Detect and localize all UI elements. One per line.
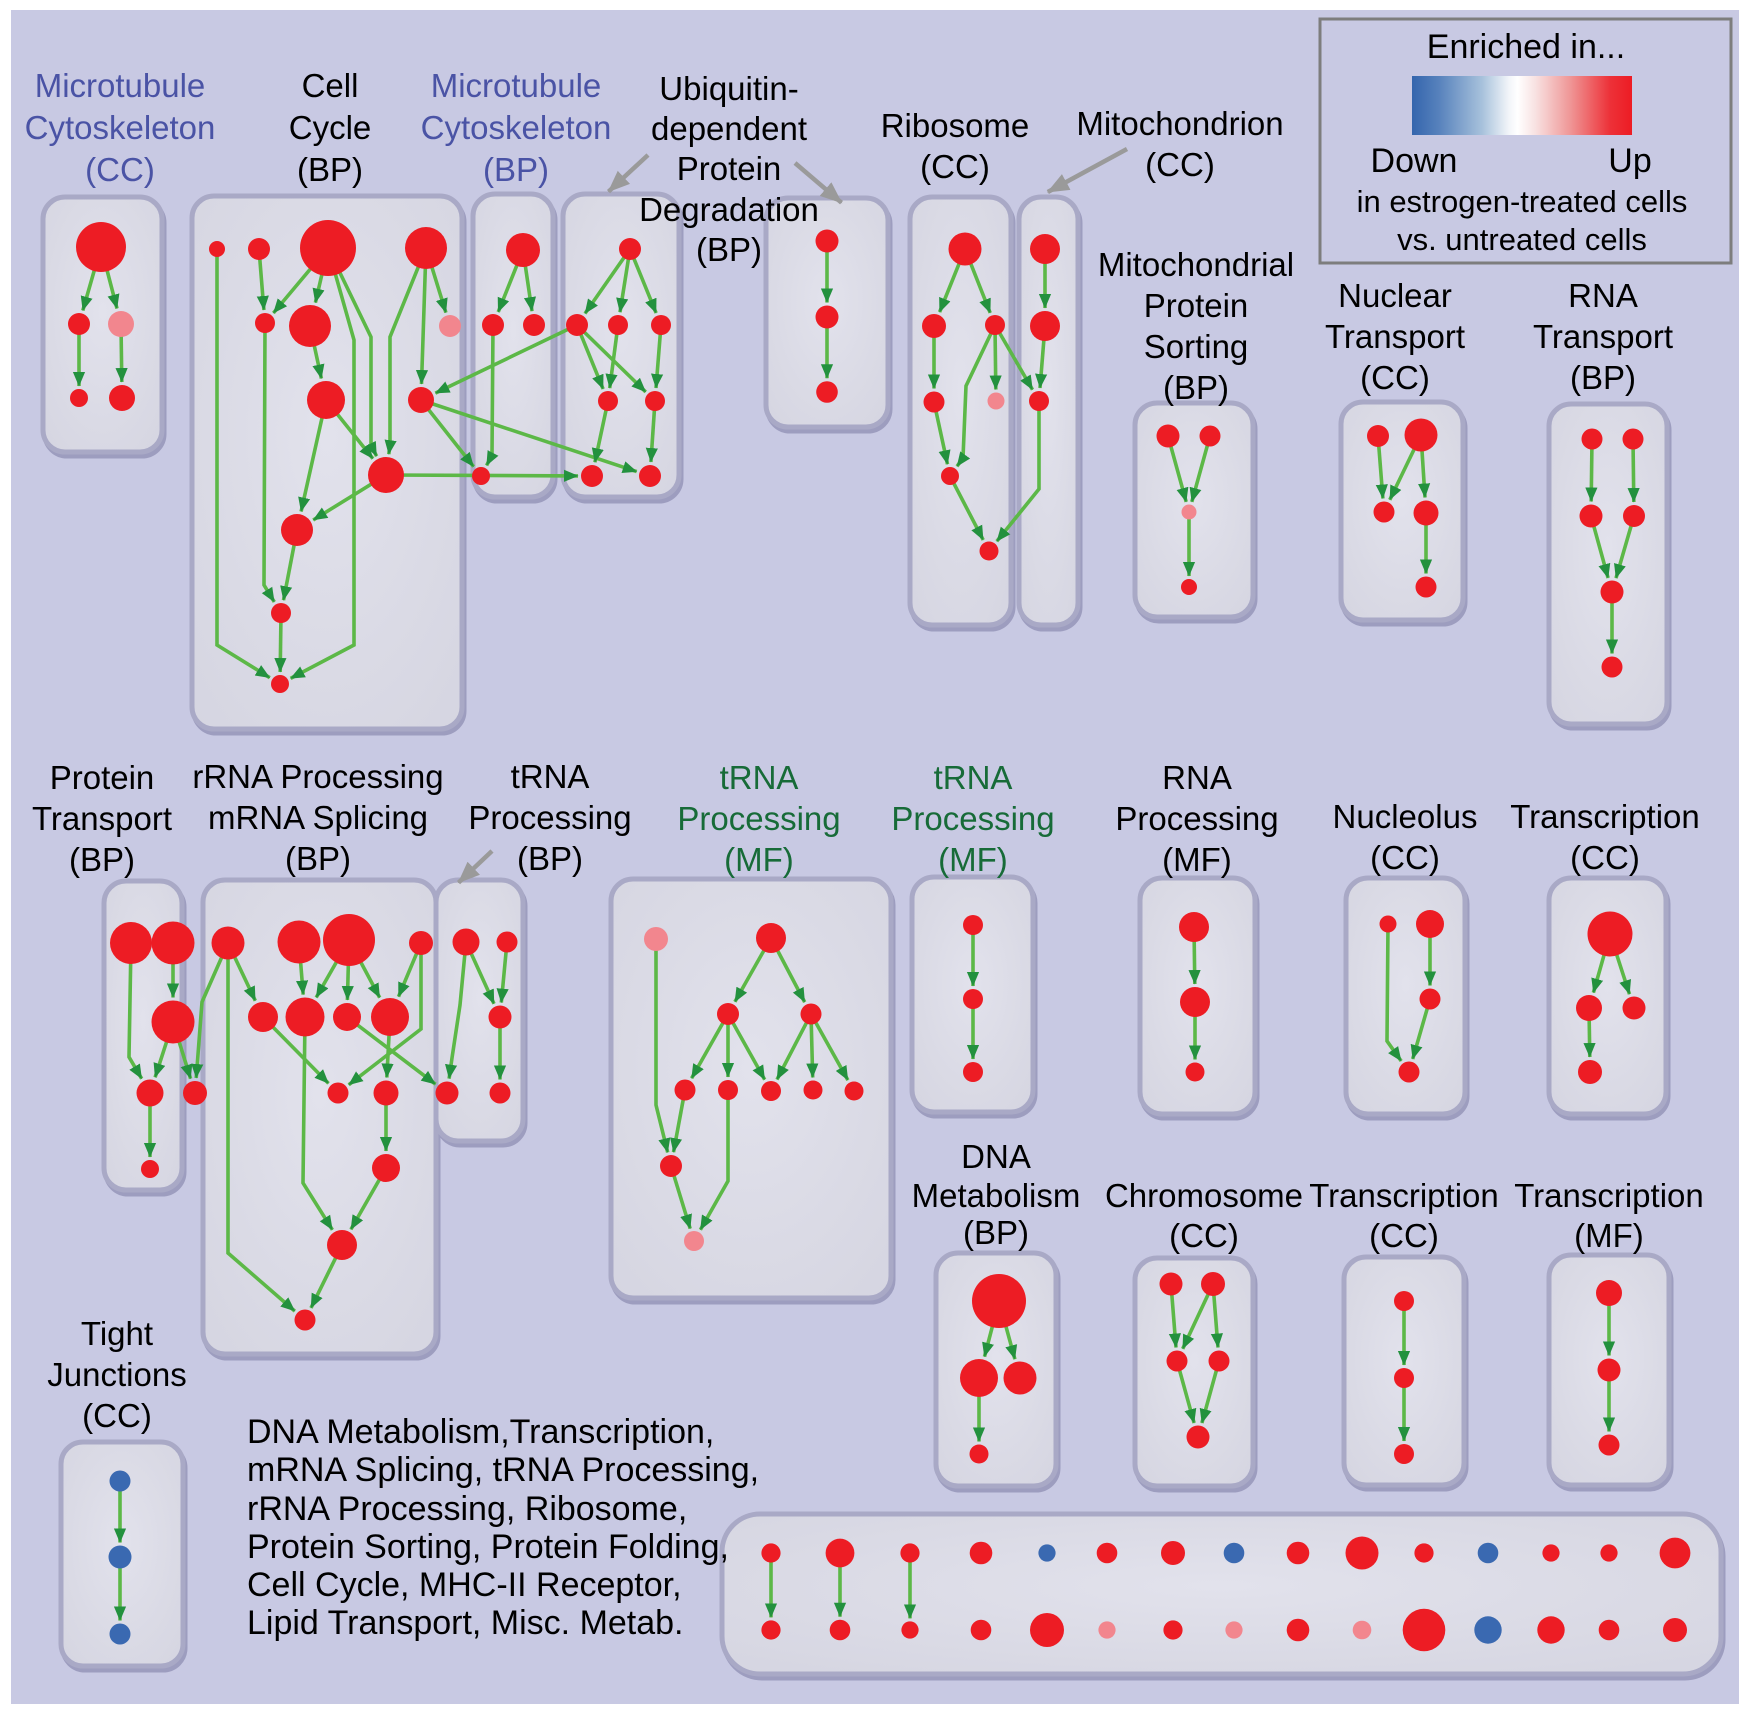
svg-text:(BP): (BP) — [696, 231, 762, 268]
svg-text:(CC): (CC) — [1169, 1217, 1239, 1254]
svg-text:Microtubule: Microtubule — [431, 67, 602, 104]
svg-text:(BP): (BP) — [69, 841, 135, 878]
svg-text:(MF): (MF) — [1574, 1217, 1644, 1254]
svg-text:Nuclear: Nuclear — [1338, 277, 1452, 314]
svg-text:tRNA: tRNA — [934, 759, 1013, 796]
svg-text:tRNA: tRNA — [720, 759, 799, 796]
svg-text:Protein: Protein — [677, 150, 782, 187]
svg-text:(BP): (BP) — [963, 1214, 1029, 1251]
svg-text:Enriched in...: Enriched in... — [1427, 28, 1625, 66]
svg-text:Processing: Processing — [468, 799, 631, 836]
svg-text:Metabolism: Metabolism — [912, 1177, 1081, 1214]
svg-text:in estrogen-treated cells: in estrogen-treated cells — [1357, 184, 1688, 219]
svg-text:(CC): (CC) — [82, 1397, 152, 1434]
svg-text:Cycle: Cycle — [289, 109, 372, 146]
svg-text:(CC): (CC) — [1370, 839, 1440, 876]
svg-text:Microtubule: Microtubule — [35, 67, 206, 104]
svg-text:(CC): (CC) — [920, 148, 990, 185]
svg-text:Ribosome: Ribosome — [881, 107, 1030, 144]
svg-text:(BP): (BP) — [285, 840, 351, 877]
svg-text:RNA: RNA — [1162, 759, 1232, 796]
svg-text:mRNA Splicing: mRNA Splicing — [208, 799, 428, 836]
svg-text:DNA Metabolism,Transcription,: DNA Metabolism,Transcription, — [247, 1413, 714, 1451]
svg-text:Degradation: Degradation — [639, 191, 819, 228]
svg-text:Up: Up — [1608, 142, 1651, 180]
svg-text:Tight: Tight — [81, 1315, 153, 1352]
svg-text:vs. untreated cells: vs. untreated cells — [1397, 222, 1647, 257]
svg-text:Chromosome: Chromosome — [1105, 1177, 1303, 1214]
svg-text:Down: Down — [1371, 142, 1458, 180]
svg-text:(BP): (BP) — [483, 151, 549, 188]
svg-text:rRNA Processing, Ribosome,: rRNA Processing, Ribosome, — [247, 1490, 687, 1528]
svg-text:Cell Cycle, MHC-II Receptor,: Cell Cycle, MHC-II Receptor, — [247, 1566, 682, 1604]
svg-text:mRNA Splicing, tRNA Processing: mRNA Splicing, tRNA Processing, — [247, 1451, 759, 1489]
svg-text:Nucleolus: Nucleolus — [1333, 798, 1478, 835]
svg-text:Mitochondrion: Mitochondrion — [1076, 105, 1283, 142]
svg-text:dependent: dependent — [651, 110, 807, 147]
svg-text:Transport: Transport — [32, 800, 172, 837]
svg-text:Lipid Transport, Misc. Metab.: Lipid Transport, Misc. Metab. — [247, 1604, 684, 1642]
svg-text:Processing: Processing — [1115, 800, 1278, 837]
svg-text:Junctions: Junctions — [47, 1356, 186, 1393]
svg-text:Protein: Protein — [1144, 287, 1249, 324]
svg-text:Protein Sorting, Protein Foldi: Protein Sorting, Protein Folding, — [247, 1528, 729, 1566]
svg-text:Mitochondrial: Mitochondrial — [1098, 246, 1294, 283]
svg-text:(BP): (BP) — [1163, 369, 1229, 406]
svg-text:rRNA Processing: rRNA Processing — [192, 758, 443, 795]
svg-text:RNA: RNA — [1568, 277, 1638, 314]
svg-text:Processing: Processing — [891, 800, 1054, 837]
svg-text:Transcription: Transcription — [1514, 1177, 1704, 1214]
svg-text:Ubiquitin-: Ubiquitin- — [659, 70, 798, 107]
svg-text:Protein: Protein — [50, 759, 155, 796]
svg-text:(CC): (CC) — [1570, 839, 1640, 876]
svg-text:(CC): (CC) — [1360, 359, 1430, 396]
svg-text:tRNA: tRNA — [511, 758, 590, 795]
svg-text:(BP): (BP) — [297, 151, 363, 188]
svg-text:Transport: Transport — [1533, 318, 1673, 355]
svg-text:(CC): (CC) — [85, 151, 155, 188]
svg-text:Processing: Processing — [677, 800, 840, 837]
svg-text:(MF): (MF) — [938, 841, 1008, 878]
svg-text:DNA: DNA — [961, 1138, 1031, 1175]
svg-text:Cytoskeleton: Cytoskeleton — [25, 109, 216, 146]
svg-text:Transcription: Transcription — [1510, 798, 1700, 835]
svg-text:Sorting: Sorting — [1144, 328, 1249, 365]
svg-text:Transport: Transport — [1325, 318, 1465, 355]
svg-text:Cell: Cell — [302, 67, 359, 104]
svg-text:(CC): (CC) — [1369, 1217, 1439, 1254]
svg-text:(BP): (BP) — [517, 840, 583, 877]
svg-text:(MF): (MF) — [724, 841, 794, 878]
svg-text:Cytoskeleton: Cytoskeleton — [421, 109, 612, 146]
svg-text:(BP): (BP) — [1570, 359, 1636, 396]
svg-text:(MF): (MF) — [1162, 841, 1232, 878]
svg-text:Transcription: Transcription — [1309, 1177, 1499, 1214]
svg-text:(CC): (CC) — [1145, 146, 1215, 183]
